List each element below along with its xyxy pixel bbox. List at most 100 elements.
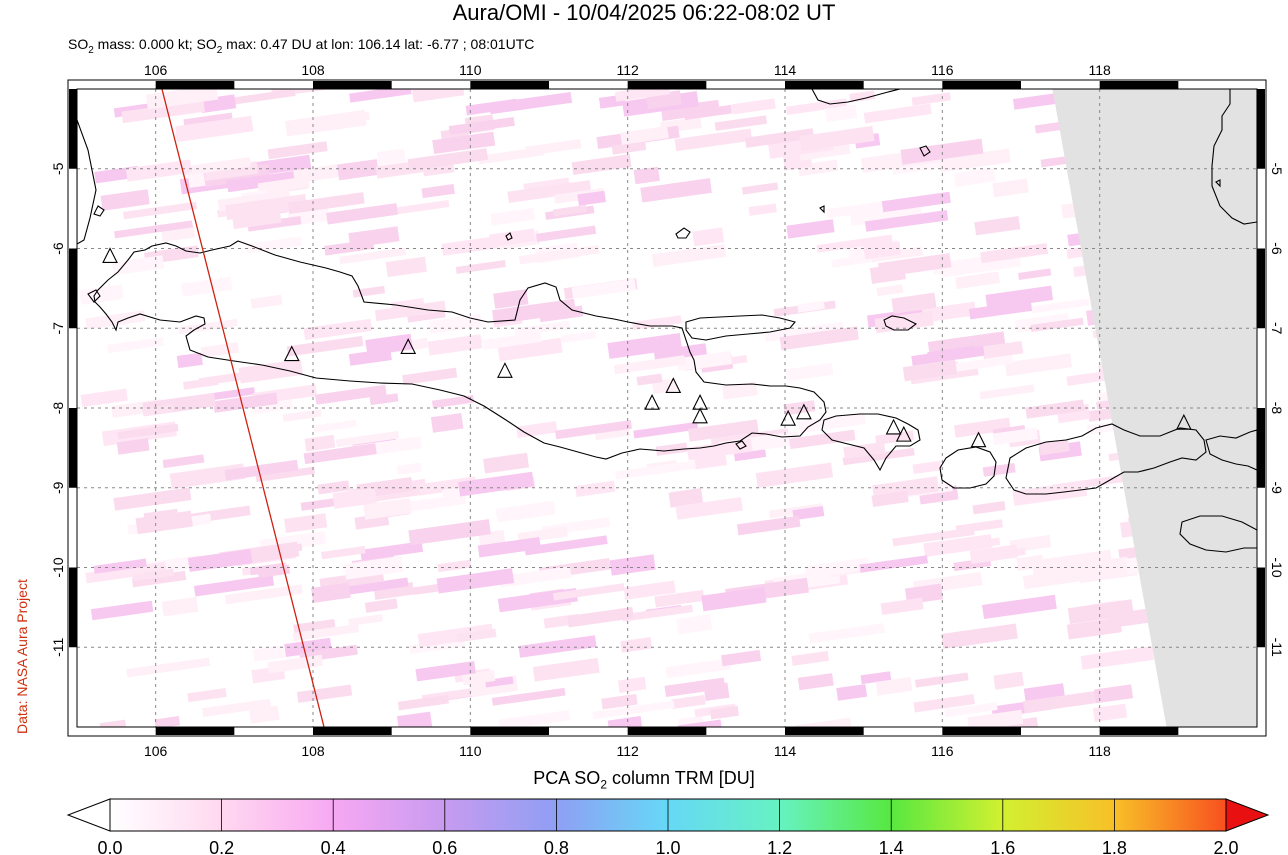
so2-pixel [524, 535, 608, 556]
so2-pixel [675, 497, 743, 520]
frame-segment [470, 81, 549, 89]
so2-pixel [731, 98, 776, 115]
lon-tick-label-bottom: 116 [931, 743, 954, 759]
volcano-icon [497, 362, 513, 378]
so2-pixel [135, 510, 193, 535]
so2-pixel [257, 176, 306, 191]
so2-pixel [477, 537, 541, 558]
so2-pixel [621, 604, 693, 622]
so2-pixel [80, 388, 128, 408]
so2-pixel [797, 412, 866, 434]
frame-segment [470, 727, 549, 735]
so2-pixel [142, 404, 174, 417]
coast-bali [821, 413, 921, 472]
so2-pixel [162, 454, 205, 469]
volcano-icon [692, 407, 708, 424]
lon-tick-label-top: 112 [617, 62, 640, 78]
frame-segment [942, 727, 1021, 735]
lat-tick-label-left: -5 [50, 162, 66, 175]
so2-pixel [923, 534, 993, 557]
so2-pixel [303, 443, 377, 465]
volcano-icon [795, 403, 812, 420]
so2-pixel [797, 673, 834, 691]
so2-pixel [674, 128, 753, 152]
so2-pixel [410, 493, 467, 512]
colorbar-low-arrow [66, 798, 111, 832]
so2-pixel [620, 125, 669, 145]
so2-pixel [238, 359, 303, 384]
so2-pixel [633, 421, 699, 439]
so2-pixel [985, 285, 1054, 310]
so2-pixel [491, 687, 566, 706]
so2-pixel [880, 597, 924, 615]
so2-pixel [304, 434, 336, 452]
colorbar-tick-label: 1.6 [990, 838, 1015, 855]
so2-pixel [592, 700, 675, 720]
so2-pixel [992, 178, 1029, 198]
so2-pixel [804, 557, 869, 579]
so2-pixel [176, 352, 203, 369]
so2-pixel [1016, 554, 1044, 571]
colorbar-tick-label: 0.8 [544, 838, 569, 855]
so2-pixel [287, 192, 365, 214]
so2-pixel [912, 460, 942, 475]
so2-pixel [360, 541, 424, 561]
so2-pixel [300, 497, 341, 511]
frame-segment [1257, 567, 1265, 648]
so2-pixel [493, 289, 529, 309]
map-frame [67, 79, 1267, 737]
so2-pixel [313, 419, 357, 433]
so2-pixel [385, 256, 427, 278]
frame-segment [1099, 81, 1179, 89]
so2-pixel [972, 501, 1006, 515]
map-title: Aura/OMI - 10/04/2025 06:22-08:02 UT [452, 0, 836, 25]
so2-pixel [114, 220, 193, 239]
so2-pixel [744, 128, 815, 148]
so2-pixel [251, 399, 293, 415]
so2-pixel [396, 462, 422, 476]
so2-pixel [411, 89, 465, 103]
so2-pixel [175, 115, 254, 142]
lat-tick-label-right: -11 [1269, 638, 1285, 657]
so2-pixel [967, 709, 1024, 727]
so2-pixel [640, 178, 712, 203]
so2-pixel [577, 190, 606, 206]
so2-pixel [900, 138, 984, 165]
so2-pixel [79, 284, 124, 305]
so2-pixel [107, 337, 164, 354]
frame-segment [155, 81, 235, 89]
frame-segment [1257, 89, 1265, 169]
so2-pixel [623, 580, 676, 600]
so2-pixel [1067, 599, 1134, 624]
so2-pixel [1066, 617, 1122, 640]
lat-tick-label-right: -9 [1269, 482, 1285, 495]
coast-lombok [939, 446, 997, 489]
so2-pixel [448, 117, 515, 135]
so2-pixel [255, 466, 316, 483]
so2-pixel [607, 715, 643, 727]
so2-pixel [428, 313, 483, 334]
colorbar-ticks: 0.0 0.2 0.4 0.6 0.8 1.0 1.2 1.4 1.6 1.8 2.0 [97, 799, 1239, 855]
volcano-icon [102, 247, 118, 264]
frame-segment [69, 89, 77, 169]
so2-pixel [247, 215, 302, 232]
lat-tick-label-left: -7 [50, 322, 66, 335]
so2-pixel [332, 487, 377, 509]
frame-segment [1257, 408, 1265, 488]
so2-pixel [315, 384, 387, 405]
so2-pixel [741, 182, 779, 195]
frame-segment [627, 81, 707, 89]
so2-pixel [161, 596, 199, 617]
lon-tick-label-bottom: 108 [301, 743, 325, 759]
coast-islet-1 [819, 205, 825, 214]
frame-segment [942, 81, 1021, 89]
so2-pixel [348, 348, 392, 366]
so2-pixel [292, 623, 360, 642]
so2-pixel [1023, 690, 1101, 714]
frame-segment [69, 248, 77, 329]
so2-pixel [342, 577, 409, 596]
so2-pixel [755, 462, 834, 488]
so2-pixel [881, 191, 951, 213]
volcano-icon [780, 409, 797, 426]
so2-pixel [849, 90, 876, 103]
